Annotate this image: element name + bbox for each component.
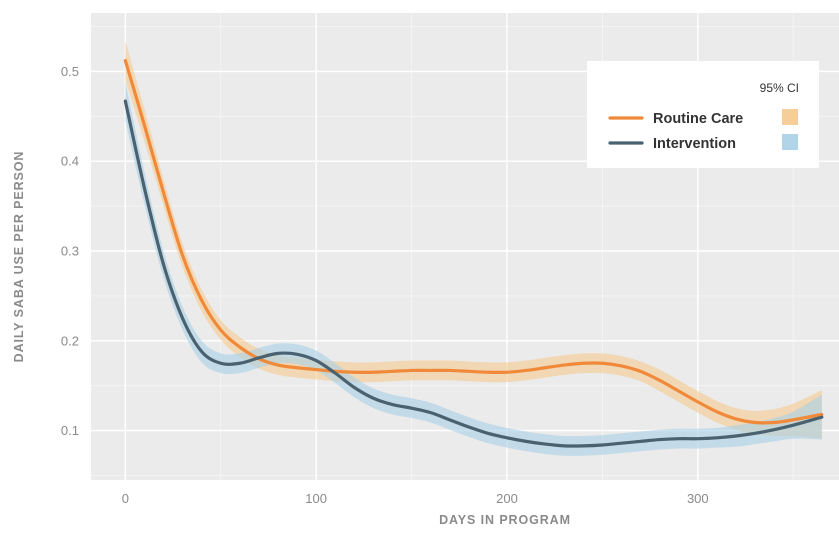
- x-tick-label: 100: [305, 491, 327, 506]
- series-lines: [123, 59, 824, 448]
- y-tick-label: 0.3: [61, 243, 79, 258]
- x-axis-title: DAYS IN PROGRAM: [439, 513, 571, 527]
- y-tick-label: 0.1: [61, 423, 79, 438]
- y-tick-label: 0.5: [61, 64, 79, 79]
- ci-band-intervention: [125, 81, 822, 456]
- x-axis-ticks: 0 100 200 300: [122, 491, 709, 506]
- x-tick-label: 0: [122, 491, 129, 506]
- y-tick-label: 0.2: [61, 333, 79, 348]
- y-axis-title: DAILY SABA USE PER PERSON: [12, 151, 26, 363]
- legend-ci-title: 95% CI: [760, 81, 799, 95]
- series-line-intervention: [123, 99, 824, 448]
- y-tick-label: 0.4: [61, 154, 79, 169]
- series-line-routine-care: [123, 59, 824, 425]
- legend-label-routine-care: Routine Care: [653, 111, 743, 127]
- legend-label-intervention: Intervention: [653, 136, 736, 152]
- legend: 95% CI Routine Care Intervention: [587, 61, 819, 168]
- x-tick-label: 300: [687, 491, 709, 506]
- confidence-bands: [125, 40, 822, 456]
- legend-ci-swatch-intervention: [782, 134, 798, 150]
- x-tick-label: 200: [496, 491, 518, 506]
- legend-ci-swatch-routine-care: [782, 109, 798, 125]
- legend-background: [587, 61, 819, 168]
- legend-items: Routine Care Intervention: [608, 109, 798, 152]
- y-axis-ticks: 0.1 0.2 0.3 0.4 0.5: [61, 64, 79, 438]
